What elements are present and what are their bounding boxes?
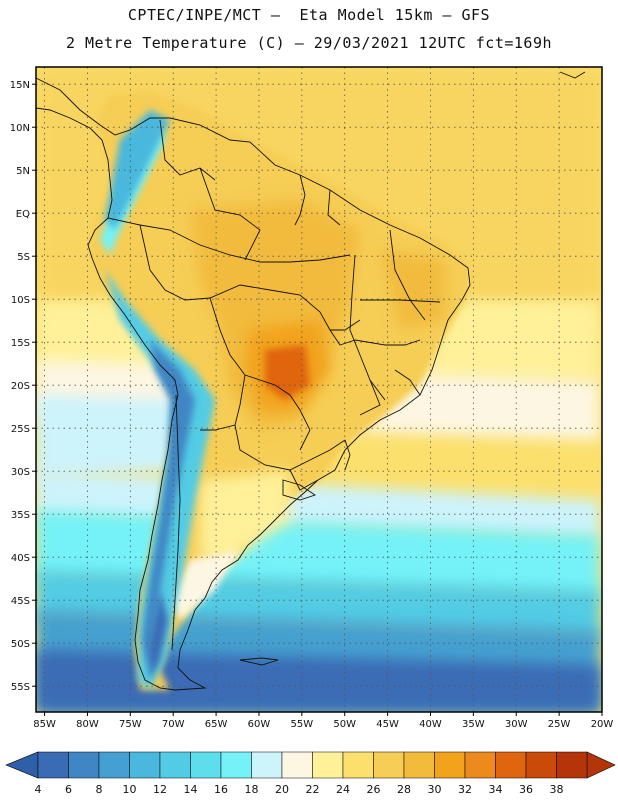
lon-tick-label: 55W xyxy=(291,719,314,730)
lat-tick-label: 10S xyxy=(11,295,30,306)
colorbar-label: 8 xyxy=(96,783,103,796)
lat-tick-label: 25S xyxy=(11,424,30,435)
graticule xyxy=(36,67,603,712)
colorbar-swatch xyxy=(251,751,283,779)
chart-title-line-2: 2 Metre Temperature (C) – 29/03/2021 12U… xyxy=(65,34,553,52)
colorbar-swatch xyxy=(312,751,344,779)
lat-tick-label: 5N xyxy=(16,166,30,177)
colorbar-label: 30 xyxy=(428,783,442,796)
lon-tick-label: 65W xyxy=(205,719,228,730)
lat-tick-label: 50S xyxy=(11,639,30,650)
colorbar-low-arrow xyxy=(5,751,39,779)
lon-tick-label: 35W xyxy=(462,719,485,730)
colorbar-swatch xyxy=(68,751,100,779)
colorbar-swatch xyxy=(129,751,161,779)
colorbar-swatch xyxy=(525,751,557,779)
colorbar-label: 20 xyxy=(275,783,289,796)
lon-tick-label: 45W xyxy=(376,719,399,730)
colorbar-swatch xyxy=(556,751,588,779)
colorbar-label: 10 xyxy=(123,783,137,796)
temperature-field xyxy=(36,67,602,712)
lat-tick-label: 40S xyxy=(11,553,30,564)
colorbar-label: 22 xyxy=(306,783,320,796)
map-frame xyxy=(35,66,603,713)
lon-tick-label: 20W xyxy=(591,719,614,730)
colorbar-label: 38 xyxy=(550,783,564,796)
colorbar-swatch xyxy=(281,751,313,779)
lat-tick-label: 15S xyxy=(11,338,30,349)
colorbar-swatch xyxy=(342,751,374,779)
lat-tick-label: 5S xyxy=(17,252,30,263)
lat-tick-label: 15N xyxy=(10,80,30,91)
colorbar-swatch xyxy=(98,751,130,779)
colorbar-label: 34 xyxy=(489,783,503,796)
colorbar-swatch xyxy=(464,751,496,779)
colorbar-swatch xyxy=(403,751,435,779)
lat-tick-label: 55S xyxy=(11,682,30,693)
latitude-axis: 15N 10N 5N EQ 5S 10S 15S 20S 25S 30S 35S 40S 45S 50S 5… xyxy=(10,80,36,693)
colorbar-label: 26 xyxy=(367,783,381,796)
lat-tick-label: 35S xyxy=(11,510,30,521)
colorbar-label: 36 xyxy=(519,783,533,796)
colorbar-swatch xyxy=(159,751,191,779)
lon-tick-label: 70W xyxy=(162,719,185,730)
colorbar-swatch xyxy=(37,751,69,779)
colorbar-swatch xyxy=(190,751,222,779)
colorbar-swatch xyxy=(495,751,527,779)
lat-tick-label: 30S xyxy=(11,467,30,478)
colorbar-swatch xyxy=(373,751,405,779)
colorbar-label: 12 xyxy=(153,783,167,796)
longitude-axis: 85W 80W 75W 70W 65W 60W 55W 50W 45W 40W 35W 30W 25W 2… xyxy=(33,712,613,730)
colorbar-swatch xyxy=(434,751,466,779)
lat-tick-label: 45S xyxy=(11,596,30,607)
lon-tick-label: 80W xyxy=(76,719,99,730)
colorbar-label: 32 xyxy=(458,783,472,796)
colorbar-label: 16 xyxy=(214,783,228,796)
lat-tick-label: 10N xyxy=(10,123,30,134)
chart-title-line-1: CPTEC/INPE/MCT – Eta Model 15km – GFS xyxy=(127,6,491,24)
lon-tick-label: 85W xyxy=(33,719,56,730)
colorbar-high-arrow xyxy=(586,751,616,779)
lon-tick-label: 30W xyxy=(505,719,528,730)
lon-tick-label: 25W xyxy=(548,719,571,730)
colorbar-swatch xyxy=(220,751,252,779)
colorbar-label: 24 xyxy=(336,783,350,796)
lat-tick-label: 20S xyxy=(11,381,30,392)
lat-tick-label: EQ xyxy=(16,209,30,220)
lon-tick-label: 75W xyxy=(119,719,142,730)
colorbar-label: 28 xyxy=(397,783,411,796)
lon-tick-label: 50W xyxy=(333,719,356,730)
lon-tick-label: 60W xyxy=(248,719,271,730)
lon-tick-label: 40W xyxy=(419,719,442,730)
coastline-and-borders xyxy=(36,71,586,691)
colorbar-label: 6 xyxy=(65,783,72,796)
colorbar-label: 4 xyxy=(35,783,42,796)
colorbar-label: 14 xyxy=(184,783,198,796)
colorbar-label: 18 xyxy=(245,783,259,796)
